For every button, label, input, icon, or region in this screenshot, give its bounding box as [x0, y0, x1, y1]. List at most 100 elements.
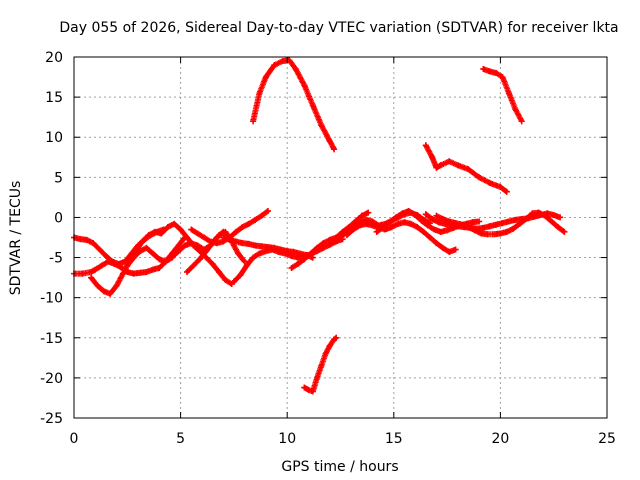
data-point	[243, 262, 250, 269]
data-point	[164, 224, 171, 231]
data-point	[250, 254, 257, 261]
data-point	[305, 386, 312, 393]
data-point	[422, 142, 429, 149]
data-point	[439, 244, 446, 251]
data-point	[201, 234, 208, 241]
data-point	[469, 219, 476, 226]
data-point	[256, 250, 263, 257]
data-point	[471, 227, 478, 234]
data-point	[350, 226, 357, 233]
data-point	[493, 70, 500, 76]
data-point	[557, 214, 564, 221]
data-point	[175, 242, 182, 249]
data-point	[196, 256, 203, 263]
data-point	[358, 212, 365, 219]
data-point	[152, 228, 158, 235]
data-point	[550, 212, 557, 218]
data-point	[326, 138, 333, 145]
y-tick-label: -15	[40, 331, 63, 347]
data-point	[497, 230, 504, 237]
data-point	[395, 220, 402, 227]
data-point	[318, 362, 325, 369]
data-point	[188, 226, 195, 233]
data-point	[407, 220, 414, 227]
data-point	[497, 184, 504, 190]
data-point	[301, 384, 308, 391]
data-point	[452, 220, 459, 227]
data-point	[169, 254, 176, 261]
data-point	[252, 216, 259, 223]
data-point	[111, 261, 118, 267]
data-point	[401, 219, 408, 226]
data-point	[301, 82, 308, 89]
data-point	[491, 231, 497, 238]
data-point	[437, 228, 444, 235]
data-point	[363, 220, 370, 227]
data-point	[523, 216, 529, 222]
data-point	[107, 290, 114, 297]
data-point	[431, 226, 438, 233]
data-point	[343, 232, 350, 239]
data-point	[433, 164, 440, 171]
data-point	[252, 242, 259, 249]
data-point	[162, 258, 169, 265]
data-point	[446, 218, 453, 225]
data-point	[548, 218, 555, 225]
data-point	[437, 162, 444, 169]
data-point	[493, 221, 500, 228]
data-point	[130, 254, 137, 261]
data-point	[158, 230, 165, 237]
data-point	[561, 228, 568, 235]
data-point	[412, 212, 419, 218]
data-point	[284, 248, 291, 255]
data-point	[220, 234, 227, 241]
data-point	[476, 218, 483, 225]
data-point	[265, 244, 271, 251]
data-point	[290, 248, 297, 255]
data-point	[435, 219, 442, 226]
data-point	[424, 222, 431, 229]
data-point	[555, 224, 561, 231]
y-tick-label: 20	[45, 50, 63, 66]
data-point	[465, 166, 472, 173]
data-point	[444, 227, 451, 234]
data-point	[386, 219, 393, 226]
data-point	[510, 225, 517, 232]
data-point	[98, 262, 105, 269]
data-point	[239, 240, 246, 247]
data-point	[439, 216, 446, 222]
data-point	[333, 334, 340, 341]
data-point	[207, 238, 214, 245]
data-point	[177, 226, 184, 233]
data-point	[318, 122, 325, 129]
data-point	[314, 374, 320, 381]
data-point	[88, 269, 95, 275]
data-point	[222, 228, 229, 235]
data-point	[322, 350, 329, 357]
data-point	[235, 250, 242, 257]
data-point	[486, 179, 493, 186]
data-point	[446, 158, 453, 165]
data-point	[117, 264, 124, 271]
data-point	[277, 246, 284, 253]
data-point	[529, 210, 536, 217]
data-point	[124, 262, 131, 269]
x-tick-label: 15	[385, 431, 403, 447]
data-point	[427, 234, 433, 241]
y-tick-label: -10	[40, 291, 63, 307]
data-point	[365, 209, 372, 216]
data-point	[203, 248, 210, 255]
data-point	[190, 262, 197, 269]
data-point	[392, 214, 399, 221]
data-point	[418, 217, 425, 224]
data-point	[478, 230, 485, 237]
data-point	[279, 58, 286, 64]
series-track-10	[188, 208, 271, 247]
data-point	[505, 90, 512, 97]
data-point	[503, 228, 510, 235]
data-point	[465, 224, 472, 231]
data-point	[307, 250, 314, 257]
series-track-1	[250, 57, 338, 153]
y-axis-label: SDTVAR / TECUs	[8, 181, 24, 296]
